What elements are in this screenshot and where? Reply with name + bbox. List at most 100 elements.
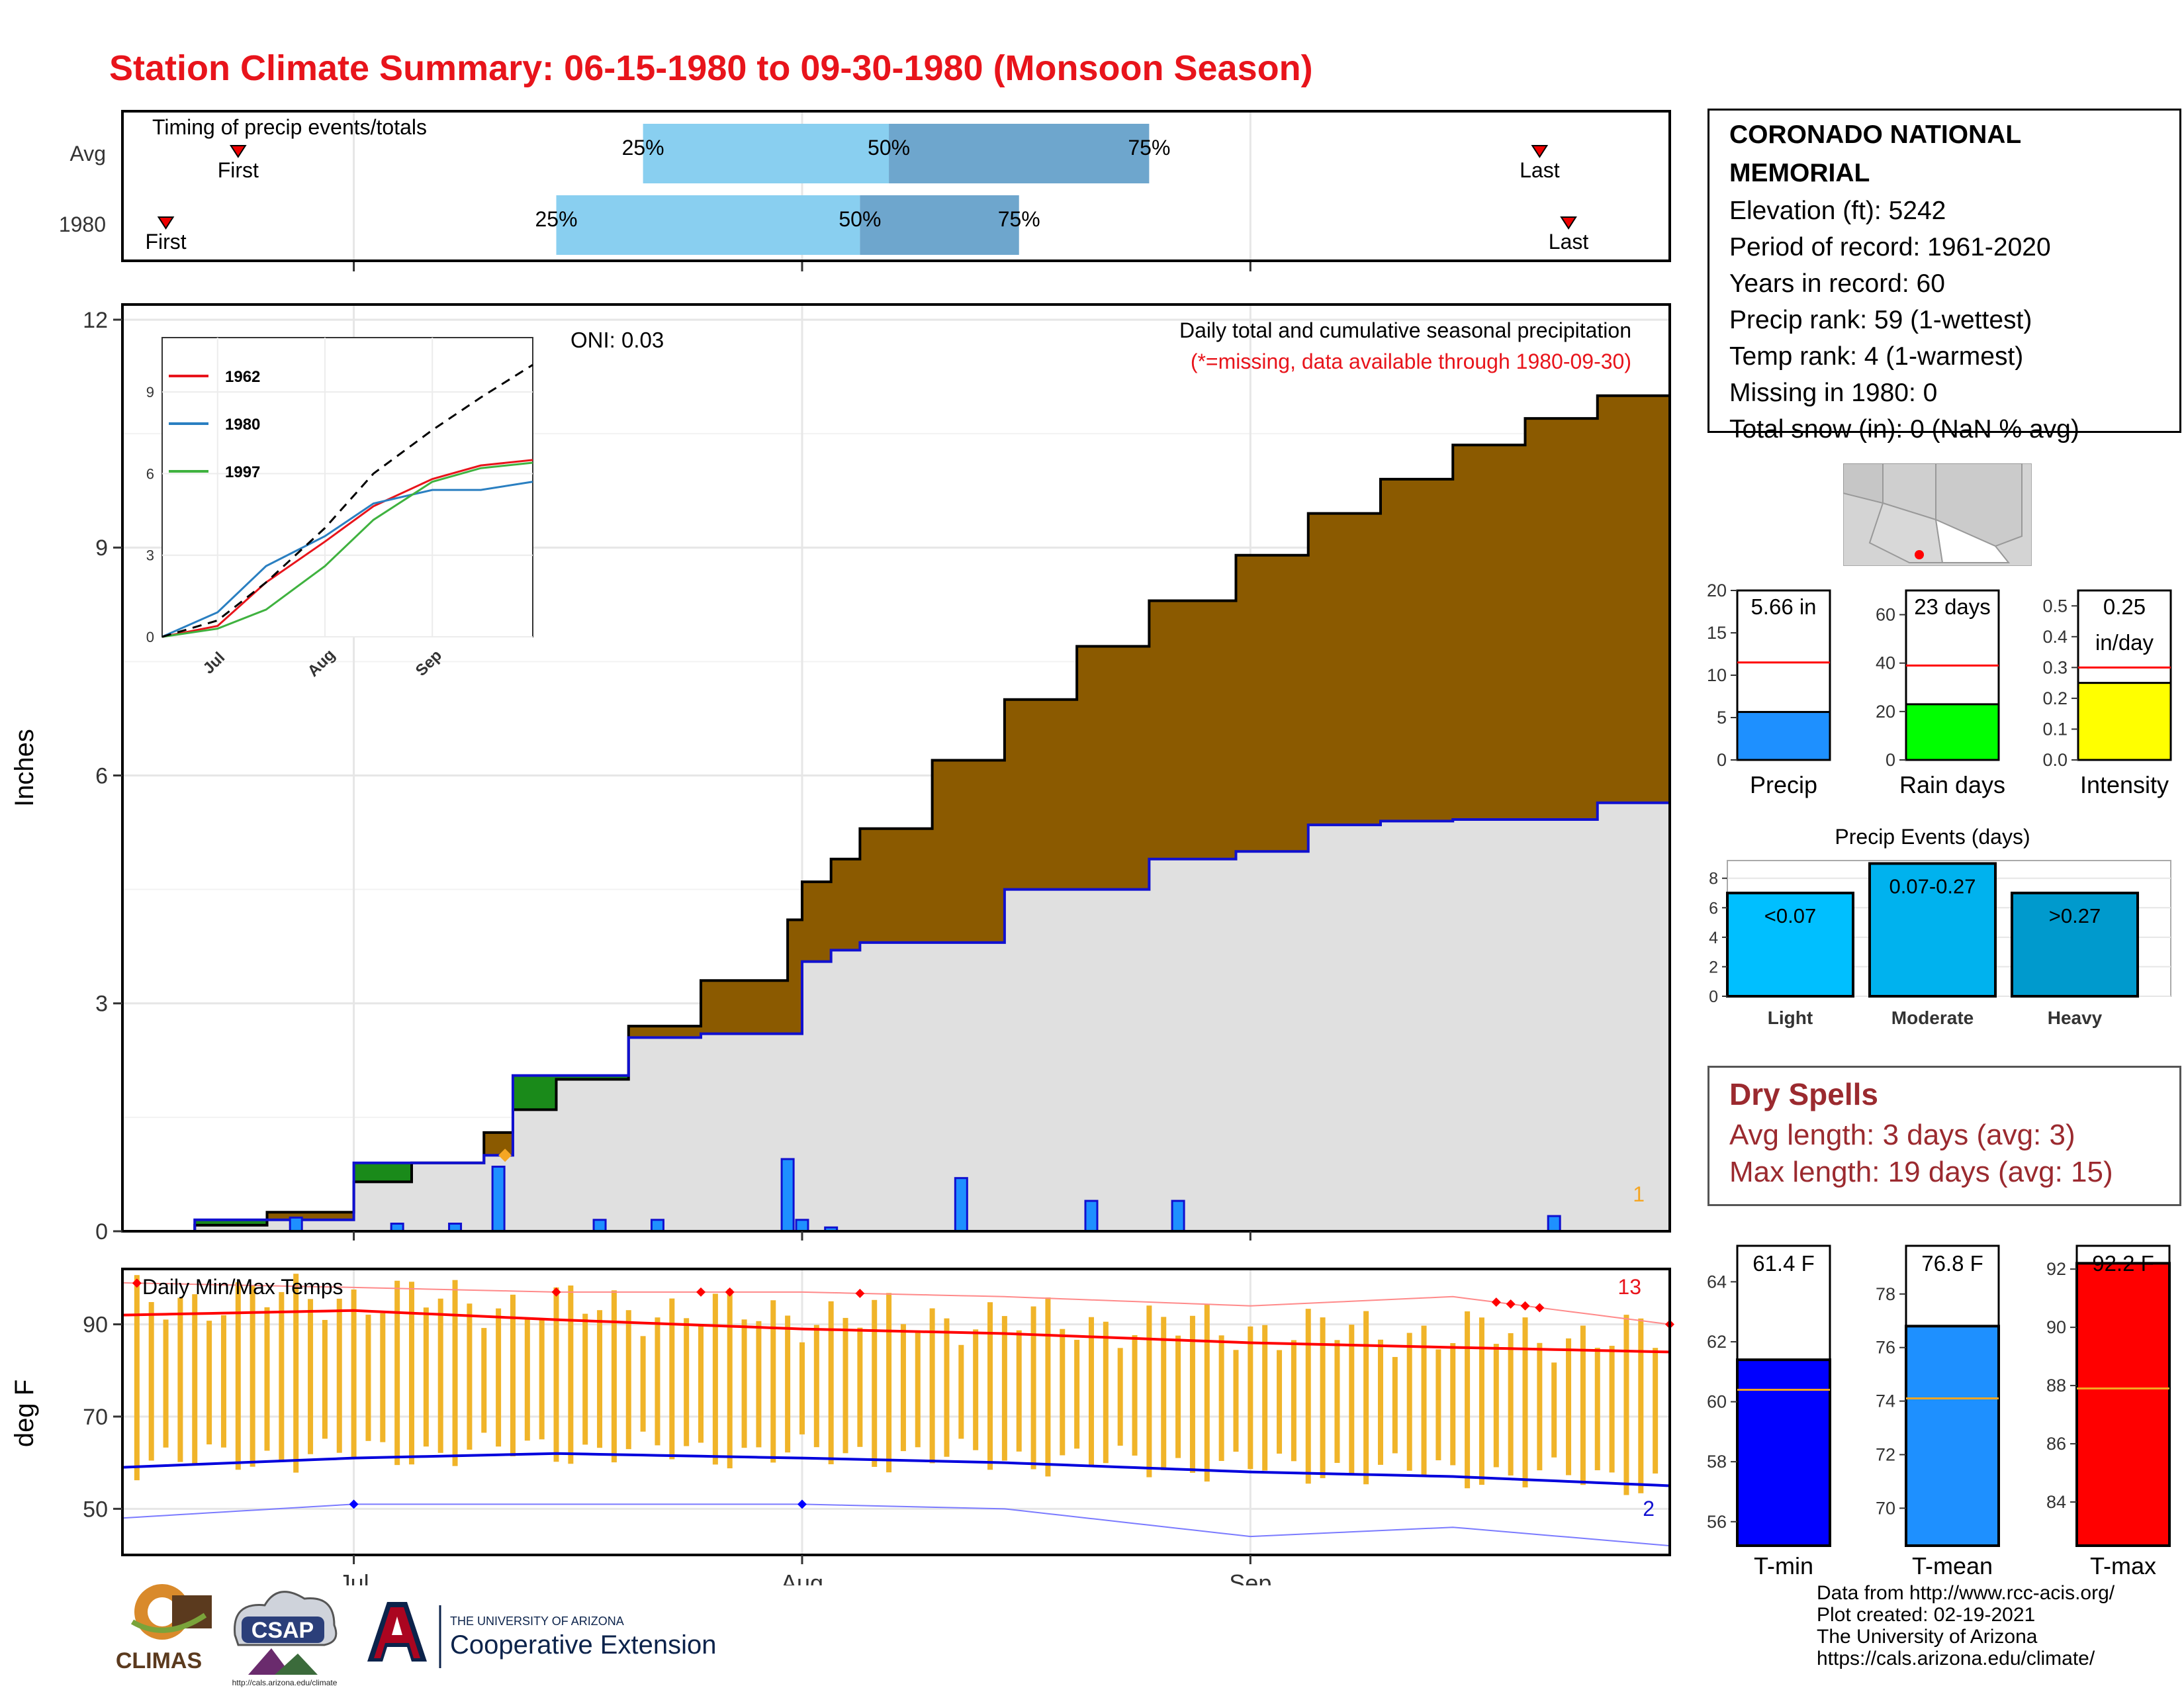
credit-line: https://cals.arizona.edu/climate/	[1817, 1648, 2095, 1669]
daily-temp-bar	[1609, 1346, 1615, 1473]
temp-summary-ytick-label: 92	[2046, 1259, 2066, 1279]
precip-ytick-label: 3	[95, 992, 108, 1017]
avg-min-line	[122, 1452, 1670, 1487]
daily-temp-bar	[1218, 1335, 1224, 1462]
daily-temp-bar	[987, 1302, 993, 1470]
summary-ytick-label: 0.2	[2042, 688, 2068, 708]
temp-summary-ytick-label: 70	[1876, 1498, 1895, 1518]
temp-label: Daily Min/Max Temps	[142, 1275, 343, 1299]
station-missing: Missing in 1980: 0	[1729, 379, 1938, 407]
precip-event-category: Moderate	[1891, 1008, 1974, 1028]
record-high-marker	[132, 1278, 142, 1288]
daily-temp-bar	[1189, 1315, 1195, 1473]
daily-temp-bar	[813, 1325, 819, 1448]
station-period: Period of record: 1961-2020	[1729, 233, 2051, 261]
daily-temp-bar	[452, 1280, 458, 1466]
daily-temp-bar	[496, 1308, 502, 1447]
temp-frame	[121, 1268, 1671, 1556]
daily-precip-bar	[592, 1219, 607, 1233]
daily-temp-bar	[958, 1344, 964, 1439]
daily-temp-bar	[944, 1318, 950, 1457]
station-precip-rank: Precip rank: 59 (1-wettest)	[1729, 306, 2032, 334]
precip-note: (*=missing, data available through 1980-…	[1191, 350, 1631, 373]
svg-text:CLIMAS: CLIMAS	[116, 1648, 202, 1673]
summary-ytick-label: 0.5	[2042, 596, 2068, 616]
summary-value-unit: in/day	[2095, 630, 2154, 655]
daily-temp-bar	[1465, 1311, 1471, 1489]
daily-temp-bar	[1074, 1340, 1080, 1449]
summary-ytick-label: 0.4	[2042, 627, 2068, 647]
daily-temp-bar	[842, 1317, 848, 1454]
daily-temp-bar	[134, 1275, 140, 1481]
temp-summary-ytick-label: 62	[1707, 1332, 1727, 1352]
record-max-line	[122, 1282, 1670, 1325]
record-high-marker	[1520, 1301, 1530, 1311]
record-high-marker	[696, 1287, 706, 1297]
temp-ytick-label: 70	[83, 1405, 108, 1430]
daily-temp-bar	[712, 1293, 718, 1465]
inset-frame	[161, 337, 533, 637]
daily-temp-bar	[1392, 1356, 1398, 1454]
temp-summary-ytick-label: 76	[1876, 1338, 1895, 1358]
first-marker	[157, 216, 175, 230]
temp-summary-bar	[1736, 1358, 1831, 1547]
daily-temp-bar	[1060, 1329, 1066, 1456]
inset-ytick-label: 0	[146, 629, 154, 645]
precip-event-range: <0.07	[1764, 904, 1816, 927]
daily-temp-bar	[640, 1336, 646, 1432]
daily-temp-bar	[1334, 1340, 1340, 1463]
daily-temp-bar	[467, 1303, 473, 1450]
summary-ytick-label: 0.3	[2042, 657, 2068, 677]
daily-temp-bar	[857, 1327, 863, 1447]
dry-spells-box: Dry Spells Avg length: 3 days (avg: 3) M…	[1707, 1066, 2181, 1206]
daily-temp-bar	[1030, 1306, 1036, 1470]
station-temp-rank: Temp rank: 4 (1-warmest)	[1729, 342, 2024, 371]
precip-ytick-label: 9	[95, 536, 108, 561]
daily-temp-bar	[1291, 1340, 1297, 1462]
daily-temp-bar	[394, 1280, 400, 1466]
timing-q50-label: 50%	[839, 207, 881, 231]
daily-temp-bar	[741, 1319, 747, 1448]
dry-spells-avg: Avg length: 3 days (avg: 3)	[1729, 1119, 2075, 1151]
last-marker	[1531, 145, 1549, 158]
daily-temp-bar	[785, 1315, 791, 1453]
daily-temp-bar	[365, 1315, 371, 1441]
temp-ylabel: deg F	[10, 1380, 39, 1447]
svg-text:THE UNIVERSITY OF ARIZONA: THE UNIVERSITY OF ARIZONA	[450, 1615, 624, 1628]
station-info: CORONADO NATIONAL MEMORIAL Elevation (ft…	[1707, 109, 2181, 444]
temp-summary-category-label: T-max	[2090, 1552, 2156, 1575]
timing-bar-upper	[860, 195, 1019, 255]
page-title: Station Climate Summary: 06-15-1980 to 0…	[109, 48, 1313, 88]
avg-max-line	[122, 1309, 1670, 1354]
summary-ytick-label: 20	[1876, 702, 1895, 722]
daily-temp-bar	[1537, 1342, 1543, 1471]
temp-summary-value-label: 92.2 F	[2092, 1251, 2154, 1276]
precip-event-category: Heavy	[2048, 1008, 2103, 1028]
inset-xtick-label: Sep	[412, 647, 445, 680]
daily-temp-bar	[235, 1282, 241, 1470]
csap-logo: CSAP http://cals.arizona.edu/climate	[232, 1591, 338, 1687]
daily-temp-bar	[1638, 1318, 1644, 1493]
summary-ytick-label: 15	[1707, 623, 1727, 643]
daily-temp-bar	[1320, 1317, 1326, 1479]
precip-event-range: >0.27	[2049, 904, 2101, 927]
summary-ytick-label: 0	[1886, 750, 1895, 770]
daily-temp-bar	[915, 1330, 921, 1448]
daily-temp-bar	[582, 1313, 588, 1445]
daily-temp-bar	[481, 1328, 487, 1433]
temp-xtick-label: Jul	[339, 1570, 369, 1585]
daily-temp-bar	[1551, 1362, 1557, 1458]
temp-summary-category-label: T-min	[1754, 1552, 1813, 1575]
temp-ytick-label: 90	[83, 1313, 108, 1338]
daily-temp-bar	[1233, 1350, 1239, 1452]
daily-temp-bar	[669, 1298, 675, 1460]
cumulative-1980-line	[122, 801, 1671, 1233]
svg-text:CSAP: CSAP	[251, 1618, 314, 1643]
daily-temp-bar	[1088, 1317, 1094, 1466]
daily-temp-bar	[220, 1315, 226, 1448]
temp-summary-ytick-label: 88	[2046, 1376, 2066, 1395]
precip-events-ytick-label: 4	[1709, 929, 1718, 947]
daily-temp-bar	[1450, 1342, 1456, 1466]
credit-line: The University of Arizona	[1817, 1626, 2038, 1648]
inset-ytick-label: 6	[146, 465, 154, 482]
